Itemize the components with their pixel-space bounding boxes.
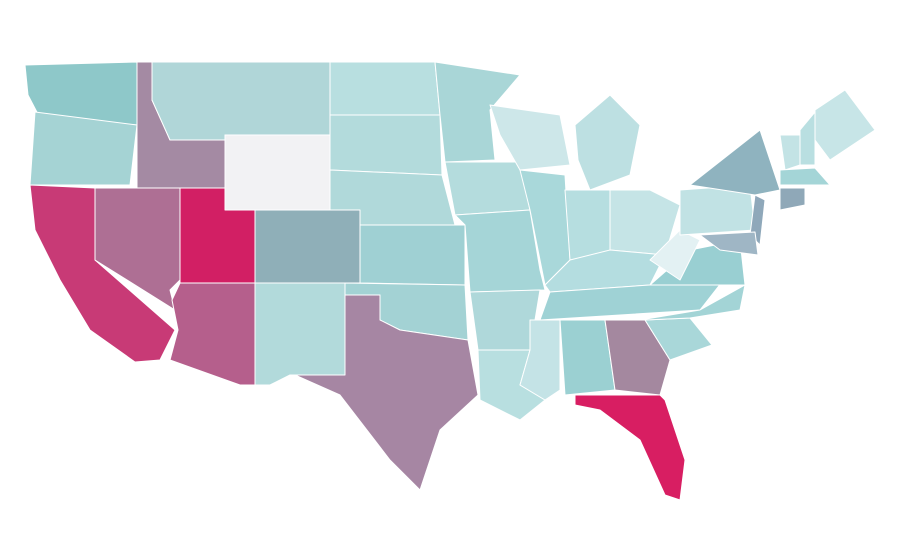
- state: [649, 229, 701, 281]
- state: [434, 61, 521, 163]
- state: [254, 209, 361, 284]
- state: [359, 224, 466, 286]
- state: [699, 231, 759, 256]
- state: [444, 161, 531, 216]
- state: [539, 277, 726, 321]
- state: [254, 282, 346, 386]
- state: [294, 294, 479, 491]
- state: [169, 282, 256, 386]
- state: [454, 209, 546, 293]
- state: [779, 167, 831, 186]
- state: [814, 89, 876, 161]
- state: [574, 94, 641, 191]
- state: [564, 189, 611, 261]
- state: [779, 134, 801, 171]
- state: [29, 111, 138, 186]
- state: [489, 104, 571, 171]
- state: [329, 114, 443, 176]
- state: [151, 61, 331, 141]
- state: [689, 129, 781, 196]
- state: [604, 319, 671, 396]
- state: [799, 111, 816, 166]
- state: [609, 189, 681, 256]
- state: [574, 394, 686, 501]
- state: [224, 134, 331, 211]
- state: [329, 61, 441, 116]
- state: [779, 187, 806, 211]
- state: [639, 284, 746, 321]
